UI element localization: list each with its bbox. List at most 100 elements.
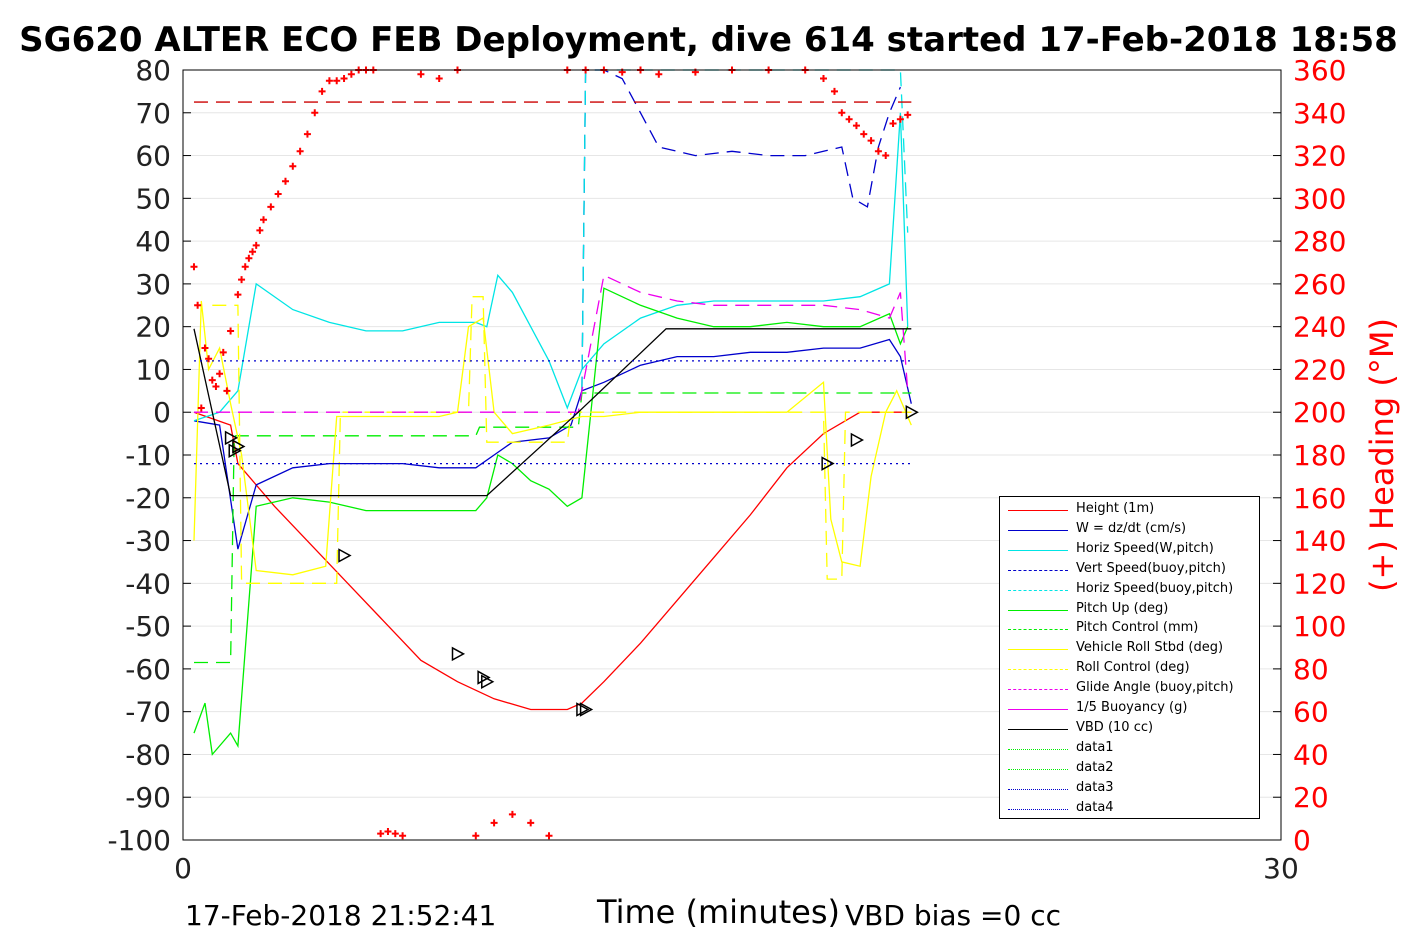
series-lines <box>193 69 912 756</box>
series-line-1 <box>193 338 912 550</box>
heading-point-65 <box>889 119 897 127</box>
heading-point-58 <box>838 109 846 117</box>
legend-label: Horiz Speed(W,pitch) <box>1076 540 1214 556</box>
legend-label: Horiz Speed(buoy,pitch) <box>1076 580 1234 596</box>
legend-swatch <box>1008 569 1068 571</box>
legend-swatch <box>1008 689 1068 691</box>
heading-point-30 <box>347 70 355 78</box>
heading-point-19 <box>267 203 275 211</box>
y-tick-label-16: -80 <box>125 738 171 771</box>
legend-swatch <box>1008 748 1068 750</box>
y-tick-label-11: -30 <box>125 525 171 558</box>
heading-point-41 <box>472 832 480 840</box>
legend-item: data3 <box>1000 779 1259 799</box>
series-line-7 <box>193 300 912 576</box>
legend-item: Height (1m) <box>1000 500 1259 520</box>
legend-label: data2 <box>1076 759 1114 775</box>
legend-item: Roll Control (deg) <box>1000 659 1259 679</box>
legend-item: Horiz Speed(W,pitch) <box>1000 540 1259 560</box>
y-right-tick-label-15: 60 <box>1293 696 1329 729</box>
y-right-tick-label-3: 300 <box>1293 182 1346 215</box>
legend-swatch <box>1008 589 1068 591</box>
y-axis-right-label: (+) Heading (°M) <box>1363 318 1401 592</box>
y-right-tick-label-2: 320 <box>1293 140 1346 173</box>
legend-item: data4 <box>1000 799 1259 819</box>
heading-point-36 <box>391 830 399 838</box>
series-line-2 <box>193 112 909 422</box>
heading-point-43 <box>508 810 516 818</box>
heading-point-5 <box>208 376 216 384</box>
event-marker-0 <box>224 430 239 446</box>
y-right-tick-label-4: 280 <box>1293 225 1346 258</box>
legend-label: Vehicle Roll Stbd (deg) <box>1076 640 1224 656</box>
legend-label: Glide Angle (buoy,pitch) <box>1076 680 1234 696</box>
legend-item: 1/5 Buoyancy (g) <box>1000 699 1259 719</box>
series-line-4 <box>581 69 909 391</box>
heading-point-35 <box>384 827 392 835</box>
legend-item: data2 <box>1000 759 1259 779</box>
legend-item: Glide Angle (buoy,pitch) <box>1000 679 1259 699</box>
y-right-tick-label-13: 100 <box>1293 610 1346 643</box>
legend-label: Pitch Up (deg) <box>1076 600 1169 616</box>
legend-item: W = dz/dt (cm/s) <box>1000 520 1259 540</box>
event-marker-4 <box>451 646 466 662</box>
legend-swatch <box>1008 728 1068 730</box>
heading-point-66 <box>896 115 904 123</box>
heading-point-12 <box>238 276 246 284</box>
heading-point-1 <box>194 301 202 309</box>
heading-point-59 <box>845 115 853 123</box>
event-marker-3 <box>338 548 352 563</box>
x-tick-label-1: 30 <box>1263 852 1299 885</box>
tick-labels: 80706050403020100-10-20-30-40-50-60-70-8… <box>107 54 1346 885</box>
y-tick-label-13: -50 <box>125 610 171 643</box>
legend-swatch <box>1008 529 1068 531</box>
legend-swatch <box>1008 768 1068 770</box>
y-tick-label-8: 0 <box>153 396 171 429</box>
heading-point-26 <box>318 87 326 95</box>
heading-point-64 <box>882 152 890 160</box>
vbd-bias-text: VBD bias =0 cc <box>845 899 1061 932</box>
y-tick-label-1: 70 <box>135 97 171 130</box>
legend-label: data3 <box>1076 779 1114 795</box>
heading-point-34 <box>377 830 385 838</box>
y-tick-label-0: 80 <box>135 54 171 87</box>
heading-point-21 <box>281 177 289 185</box>
y-tick-label-6: 20 <box>135 311 171 344</box>
heading-point-44 <box>527 819 535 827</box>
x-tick-label-0: 0 <box>174 852 192 885</box>
heading-point-3 <box>201 344 209 352</box>
y-tick-label-9: -10 <box>125 439 171 472</box>
event-marker-5 <box>477 670 491 685</box>
heading-point-60 <box>852 122 860 130</box>
legend-swatch <box>1008 808 1068 810</box>
heading-point-0 <box>190 263 198 271</box>
y-tick-label-7: 10 <box>135 353 171 386</box>
heading-point-16 <box>252 241 260 249</box>
legend-label: Height (1m) <box>1076 501 1155 516</box>
y-right-tick-label-5: 260 <box>1293 268 1346 301</box>
legend-item: Horiz Speed(buoy,pitch) <box>1000 580 1259 600</box>
event-marker-6 <box>481 674 495 689</box>
event-marker-7 <box>576 702 590 717</box>
heading-point-10 <box>227 327 235 335</box>
legend-item: Pitch Up (deg) <box>1000 600 1259 620</box>
y-tick-label-3: 50 <box>135 182 171 215</box>
legend-label: 1/5 Buoyancy (g) <box>1076 700 1188 715</box>
legend-item: Pitch Control (mm) <box>1000 619 1259 639</box>
y-tick-label-5: 30 <box>135 268 171 301</box>
series-line-8 <box>212 296 912 584</box>
y-tick-label-17: -90 <box>125 781 171 814</box>
event-marker-11 <box>905 404 919 420</box>
plot-timestamp: 17-Feb-2018 21:52:41 <box>185 899 497 932</box>
heading-point-25 <box>311 109 319 117</box>
heading-point-15 <box>249 248 257 256</box>
event-markers <box>224 404 919 717</box>
y-right-tick-label-6: 240 <box>1293 311 1346 344</box>
legend-item: Vehicle Roll Stbd (deg) <box>1000 639 1259 659</box>
heading-point-42 <box>490 819 498 827</box>
heading-point-67 <box>904 111 912 119</box>
series-line-5 <box>193 287 909 756</box>
heading-point-51 <box>655 70 663 78</box>
series-line-0 <box>193 411 912 711</box>
heading-point-39 <box>435 75 443 83</box>
